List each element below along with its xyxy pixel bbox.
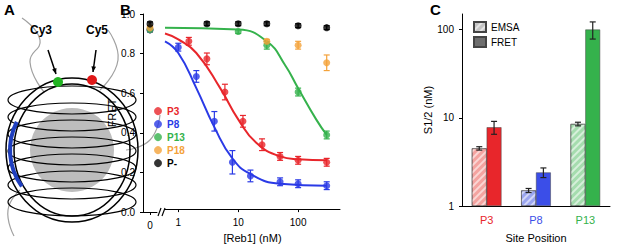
svg-text:P-: P- bbox=[167, 158, 177, 169]
svg-text:1.0: 1.0 bbox=[121, 9, 135, 20]
svg-text:0.2: 0.2 bbox=[121, 167, 135, 178]
svg-text:1: 1 bbox=[176, 217, 182, 228]
svg-text:[Reb1] (nM): [Reb1] (nM) bbox=[223, 232, 281, 244]
svg-text:0.0: 0.0 bbox=[121, 207, 135, 218]
svg-text:P3: P3 bbox=[480, 214, 493, 226]
svg-text:A: A bbox=[4, 1, 15, 18]
svg-text:S1/2 (nM): S1/2 (nM) bbox=[422, 86, 434, 134]
svg-text:P8: P8 bbox=[167, 119, 180, 130]
svg-text:EMSA: EMSA bbox=[491, 22, 520, 33]
svg-text:100: 100 bbox=[437, 24, 454, 35]
svg-text:0.4: 0.4 bbox=[121, 127, 135, 138]
svg-text:1: 1 bbox=[448, 201, 454, 212]
svg-text:FRET: FRET bbox=[106, 98, 118, 127]
svg-text:10: 10 bbox=[233, 217, 245, 228]
svg-text:P3: P3 bbox=[167, 106, 180, 117]
svg-text:0: 0 bbox=[147, 220, 153, 231]
svg-text:Site Position: Site Position bbox=[505, 232, 566, 244]
svg-text:P18: P18 bbox=[167, 145, 185, 156]
svg-text:Cy5: Cy5 bbox=[86, 23, 108, 37]
svg-text:P13: P13 bbox=[167, 132, 185, 143]
svg-text:P8: P8 bbox=[529, 214, 542, 226]
svg-text:C: C bbox=[430, 1, 441, 18]
svg-text:FRET: FRET bbox=[491, 37, 517, 48]
svg-text:10: 10 bbox=[443, 112, 455, 123]
svg-text:0.6: 0.6 bbox=[121, 88, 135, 99]
svg-text:Cy3: Cy3 bbox=[30, 23, 52, 37]
svg-text:100: 100 bbox=[290, 217, 307, 228]
svg-text:P13: P13 bbox=[576, 214, 596, 226]
svg-text:0.8: 0.8 bbox=[121, 48, 135, 59]
